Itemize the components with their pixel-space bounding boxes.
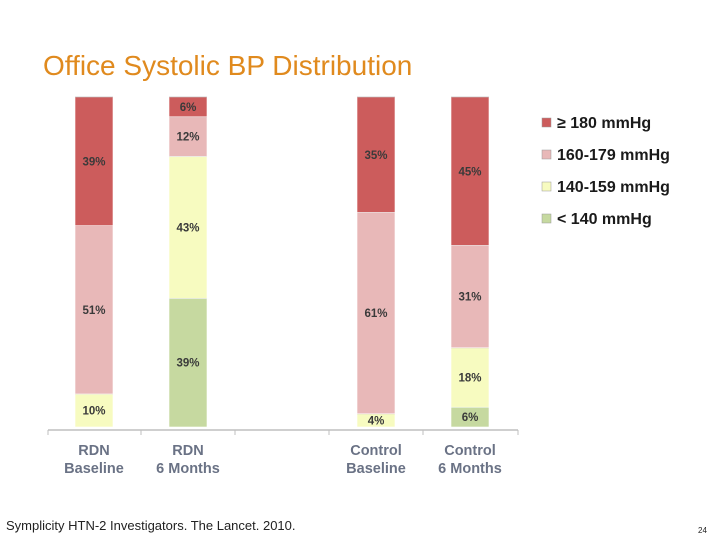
legend-swatch-140-159-mmhg bbox=[541, 181, 552, 192]
bar-segment-control-baseline-160-179-mmhg bbox=[356, 212, 396, 415]
x-tick-label: 6 Months bbox=[438, 461, 502, 477]
bar-segment-control-6-months-140-159-mmhg bbox=[450, 347, 490, 408]
data-label: 6% bbox=[180, 102, 197, 114]
bar-segment-rdn-6-months-140-159-mmhg bbox=[168, 156, 208, 299]
data-label: 43% bbox=[176, 222, 199, 234]
x-tick-label: Control bbox=[350, 443, 402, 459]
x-tick-label: RDN bbox=[172, 443, 203, 459]
data-label: 18% bbox=[458, 373, 481, 385]
data-label: 4% bbox=[368, 415, 385, 427]
legend-swatch-160-179-mmhg bbox=[541, 149, 552, 160]
bar-segment-rdn-baseline-180-mmhg bbox=[74, 96, 114, 226]
legend-label: 140-159 mmHg bbox=[557, 179, 670, 196]
legend-label: < 140 mmHg bbox=[557, 211, 652, 228]
bar-segment-control-6-months-180-mmhg bbox=[450, 96, 490, 246]
legend-swatch-140-mmhg bbox=[541, 213, 552, 224]
x-tick-label: Control bbox=[444, 443, 496, 459]
x-tick-label: RDN bbox=[78, 443, 109, 459]
data-label: 10% bbox=[82, 406, 105, 418]
bar-segment-rdn-6-months-140-mmhg bbox=[168, 297, 208, 428]
data-label: 39% bbox=[82, 156, 105, 168]
page-number: 24 bbox=[698, 526, 707, 535]
citation: Symplicity HTN-2 Investigators. The Lanc… bbox=[6, 518, 296, 533]
legend-label: ≥ 180 mmHg bbox=[557, 115, 651, 132]
legend-swatch-180-mmhg bbox=[541, 117, 552, 128]
data-label: 35% bbox=[364, 150, 387, 162]
bar-segment-control-6-months-160-179-mmhg bbox=[450, 245, 490, 349]
bar-segment-rdn-baseline-160-179-mmhg bbox=[74, 225, 114, 395]
x-tick-label: Baseline bbox=[64, 461, 124, 477]
data-label: 51% bbox=[82, 305, 105, 317]
data-label: 31% bbox=[458, 292, 481, 304]
data-label: 39% bbox=[176, 358, 199, 370]
bar-segment-control-baseline-180-mmhg bbox=[356, 96, 396, 213]
bar-segment-rdn-6-months-180-mmhg bbox=[168, 96, 208, 118]
legend-label: 160-179 mmHg bbox=[557, 147, 670, 164]
data-label: 6% bbox=[462, 412, 479, 424]
data-label: 45% bbox=[458, 166, 481, 178]
x-tick-label: Baseline bbox=[346, 461, 406, 477]
page-title: Office Systolic BP Distribution bbox=[43, 50, 413, 81]
bar-segment-rdn-6-months-160-179-mmhg bbox=[168, 116, 208, 157]
data-label: 61% bbox=[364, 308, 387, 320]
data-label: 12% bbox=[176, 132, 199, 144]
x-tick-label: 6 Months bbox=[156, 461, 220, 477]
